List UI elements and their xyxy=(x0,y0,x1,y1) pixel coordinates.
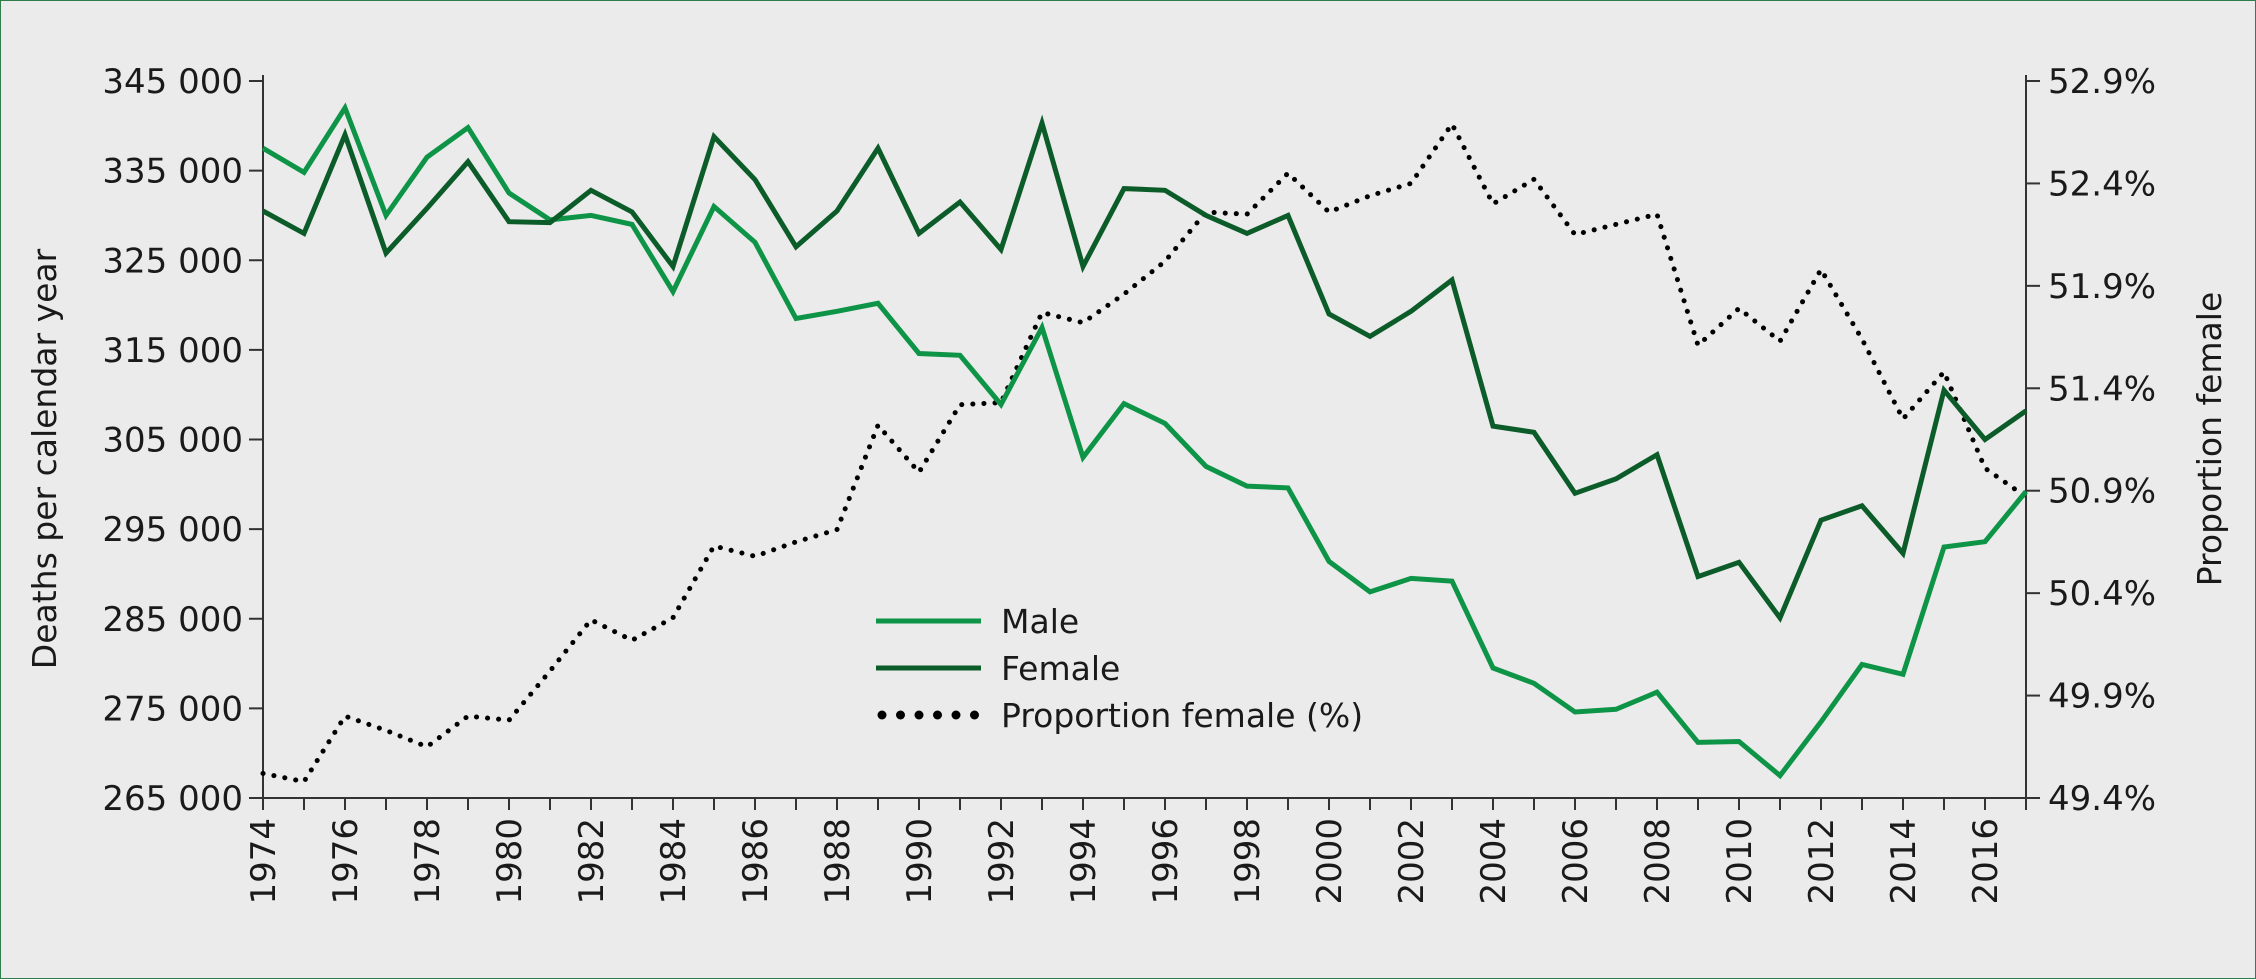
x-tick-label: 1996 xyxy=(1146,818,1186,905)
y2-tick-label: 49.9% xyxy=(2048,677,2156,717)
y-tick-label: 275 000 xyxy=(102,689,243,729)
x-tick-label: 2016 xyxy=(1966,818,2006,905)
legend-swatch-dot xyxy=(933,710,942,720)
x-tick-label: 1974 xyxy=(244,818,284,905)
legend-label: Female xyxy=(1001,649,1120,688)
series-lines xyxy=(260,102,2029,785)
y-tick-label: 265 000 xyxy=(102,779,243,819)
series-line-male xyxy=(261,102,2028,780)
y2-tick-label: 50.4% xyxy=(2048,574,2156,614)
y-tick-label: 315 000 xyxy=(102,331,243,371)
y2-tick-label: 51.9% xyxy=(2048,267,2156,307)
series-line-female xyxy=(261,114,2028,623)
x-tick-label: 1980 xyxy=(490,818,530,905)
x-tick-label: 1976 xyxy=(326,818,366,905)
y2-tick-label: 51.4% xyxy=(2048,369,2156,409)
y2-tick-label: 50.9% xyxy=(2048,472,2156,512)
x-tick-label: 2012 xyxy=(1802,818,1842,905)
x-tick-label: 1990 xyxy=(900,818,940,905)
x-tick-label: 1978 xyxy=(408,818,448,905)
x-tick-label: 2000 xyxy=(1310,818,1350,905)
y-tick-label: 345 000 xyxy=(102,62,243,102)
x-tick-label: 2014 xyxy=(1884,818,1924,905)
legend-swatch-dot xyxy=(877,710,887,720)
y-axis-title: Deaths per calendar year xyxy=(25,248,64,669)
y2-tick-label: 52.9% xyxy=(2048,62,2156,102)
y-tick-label: 295 000 xyxy=(102,510,243,550)
x-tick-label: 2006 xyxy=(1556,818,1596,905)
x-tick-label: 2004 xyxy=(1474,818,1514,905)
legend-swatch-dot xyxy=(970,710,979,720)
y2-axis-title: Proportion female xyxy=(2190,292,2229,587)
x-tick-label: 1988 xyxy=(818,818,858,905)
x-tick-label: 1994 xyxy=(1064,818,1104,905)
x-tick-label: 1982 xyxy=(572,818,612,905)
x-tick-label: 1986 xyxy=(736,818,776,905)
y2-tick-label: 52.4% xyxy=(2048,164,2156,204)
axes: 265 000 275 000 285 000 295 000 305 000 315 0… xyxy=(102,62,2156,905)
x-tick-label: 1992 xyxy=(982,818,1022,905)
legend-swatch-dot xyxy=(951,710,961,720)
x-tick-label: 1984 xyxy=(654,818,694,905)
y-tick-label: 325 000 xyxy=(102,241,243,281)
series-line-proportion-female xyxy=(260,119,2029,785)
legend-label: Male xyxy=(1001,602,1079,641)
legend: Male Female Proportion female (%) xyxy=(876,602,1363,735)
legend-swatch-dot xyxy=(896,710,905,720)
x-tick-label: 2008 xyxy=(1638,818,1678,905)
legend-label: Proportion female (%) xyxy=(1001,696,1363,735)
x-tick-label: 2010 xyxy=(1720,818,1760,905)
y-tick-label: 305 000 xyxy=(102,421,243,461)
x-tick-label: 1998 xyxy=(1228,818,1268,905)
legend-swatch-dot xyxy=(914,710,924,720)
y-tick-label: 335 000 xyxy=(102,152,243,192)
y2-tick-label: 49.4% xyxy=(2048,779,2156,819)
y-tick-label: 285 000 xyxy=(102,600,243,640)
x-tick-label: 2002 xyxy=(1392,818,1432,905)
